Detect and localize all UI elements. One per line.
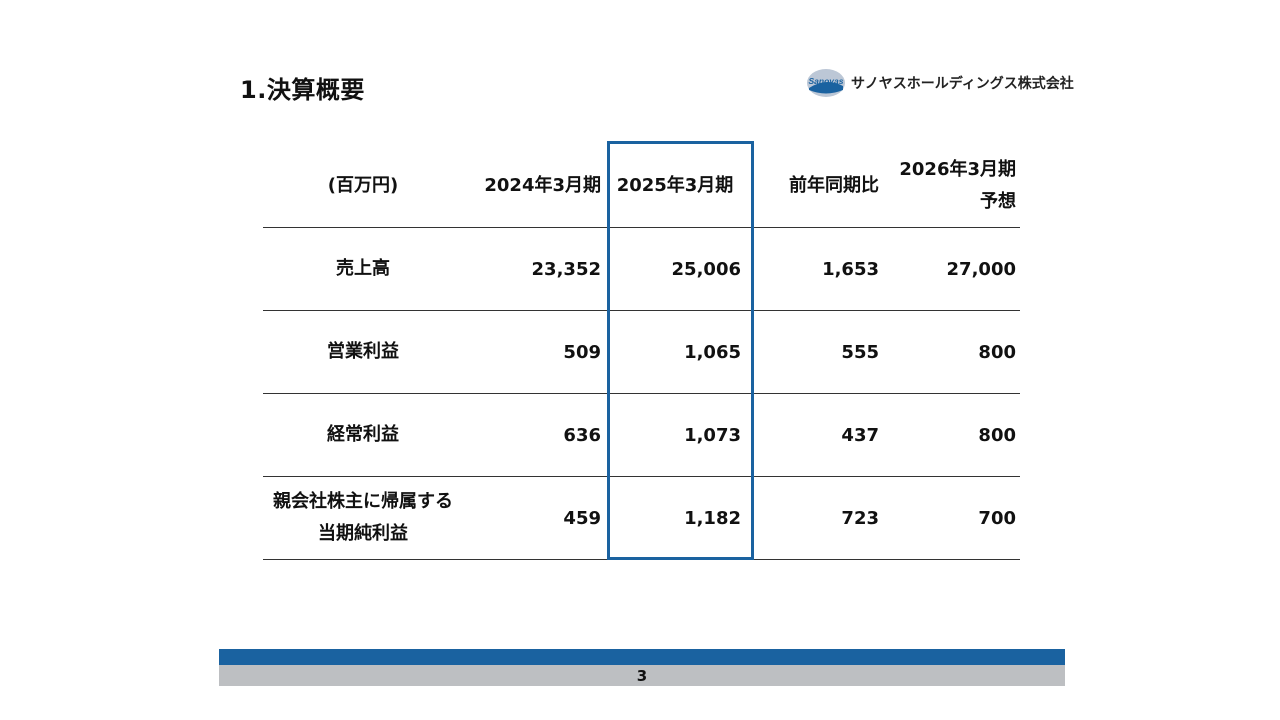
yoy-cell: 437 <box>745 393 883 477</box>
fy2025-cell: 1,065 <box>605 310 745 394</box>
fy2025-cell: 25,006 <box>605 227 745 311</box>
fy2024-cell: 636 <box>463 393 605 477</box>
company-logo: Sanoyas サノヤスホールディングス株式会社 <box>806 66 1074 100</box>
company-name: サノヤスホールディングス株式会社 <box>851 76 1074 92</box>
yoy-header: 前年同期比 <box>745 145 883 228</box>
logo-mark-text: Sanoyas <box>809 76 844 86</box>
fy2026-header-line2: 予想 <box>980 191 1016 212</box>
fy2026-cell: 800 <box>883 393 1020 477</box>
sanoyas-logo-icon: Sanoyas <box>807 69 845 97</box>
yoy-cell: 1,653 <box>745 227 883 311</box>
unit-header: (百万円) <box>263 145 463 228</box>
table-header-row: (百万円) 2024年3月期 2025年3月期 前年同期比 2026年3月期 予… <box>263 145 1020 228</box>
fy2026-header-line1: 2026年3月期 <box>899 159 1016 180</box>
fy2026-cell: 27,000 <box>883 227 1020 311</box>
table-row-net-sales: 売上高 23,352 25,006 1,653 27,000 <box>263 227 1020 311</box>
footer-accent-bar <box>219 649 1065 665</box>
fy2025-header: 2025年3月期 <box>605 145 745 228</box>
fy2024-cell: 509 <box>463 310 605 394</box>
fy2024-cell: 23,352 <box>463 227 605 311</box>
table-row-operating-profit: 営業利益 509 1,065 555 800 <box>263 310 1020 394</box>
fy2025-cell: 1,182 <box>605 476 745 560</box>
fy2024-header: 2024年3月期 <box>463 145 605 228</box>
table-row-net-income: 親会社株主に帰属する 当期純利益 459 1,182 723 700 <box>263 476 1020 560</box>
row-label: 経常利益 <box>263 393 463 477</box>
fy2026-forecast-header: 2026年3月期 予想 <box>883 145 1020 228</box>
fy2024-cell: 459 <box>463 476 605 560</box>
table-row-ordinary-profit: 経常利益 636 1,073 437 800 <box>263 393 1020 477</box>
fy2025-cell: 1,073 <box>605 393 745 477</box>
yoy-cell: 723 <box>745 476 883 560</box>
row-label: 親会社株主に帰属する 当期純利益 <box>263 476 463 560</box>
page-number: 3 <box>219 665 1065 686</box>
fy2026-cell: 700 <box>883 476 1020 560</box>
financial-summary-table: (百万円) 2024年3月期 2025年3月期 前年同期比 2026年3月期 予… <box>263 145 1020 560</box>
slide-title: 1.決算概要 <box>240 76 365 104</box>
fy2026-cell: 800 <box>883 310 1020 394</box>
row-label: 営業利益 <box>263 310 463 394</box>
yoy-cell: 555 <box>745 310 883 394</box>
row-label: 売上高 <box>263 227 463 311</box>
